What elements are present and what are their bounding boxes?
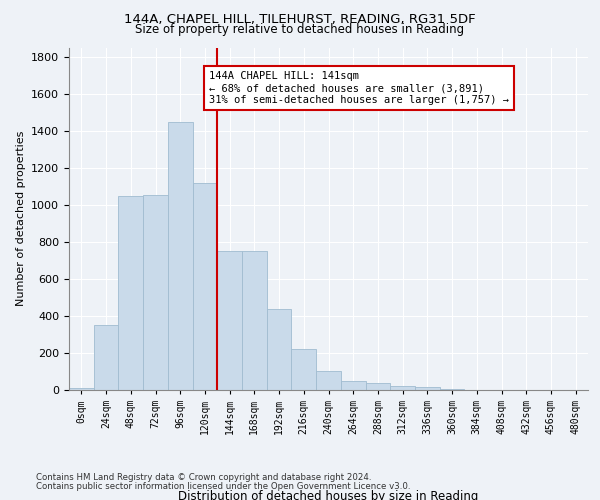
Bar — [94, 325, 118, 390]
Text: Size of property relative to detached houses in Reading: Size of property relative to detached ho… — [136, 22, 464, 36]
Bar — [118, 196, 143, 390]
Bar — [217, 251, 242, 390]
Bar — [193, 182, 217, 390]
Text: Contains HM Land Registry data © Crown copyright and database right 2024.: Contains HM Land Registry data © Crown c… — [36, 472, 371, 482]
Bar — [316, 370, 341, 390]
Text: Contains public sector information licensed under the Open Government Licence v3: Contains public sector information licen… — [36, 482, 410, 491]
Bar — [267, 308, 292, 390]
Bar — [69, 388, 94, 390]
Bar — [341, 380, 365, 390]
Bar — [143, 194, 168, 390]
Bar — [390, 386, 415, 390]
Bar — [365, 382, 390, 390]
Text: 144A, CHAPEL HILL, TILEHURST, READING, RG31 5DF: 144A, CHAPEL HILL, TILEHURST, READING, R… — [124, 12, 476, 26]
Y-axis label: Number of detached properties: Number of detached properties — [16, 131, 26, 306]
Text: 144A CHAPEL HILL: 141sqm
← 68% of detached houses are smaller (3,891)
31% of sem: 144A CHAPEL HILL: 141sqm ← 68% of detach… — [209, 72, 509, 104]
Bar — [440, 389, 464, 390]
Bar — [242, 251, 267, 390]
Bar — [168, 122, 193, 390]
X-axis label: Distribution of detached houses by size in Reading: Distribution of detached houses by size … — [178, 490, 479, 500]
Bar — [292, 350, 316, 390]
Bar — [415, 387, 440, 390]
